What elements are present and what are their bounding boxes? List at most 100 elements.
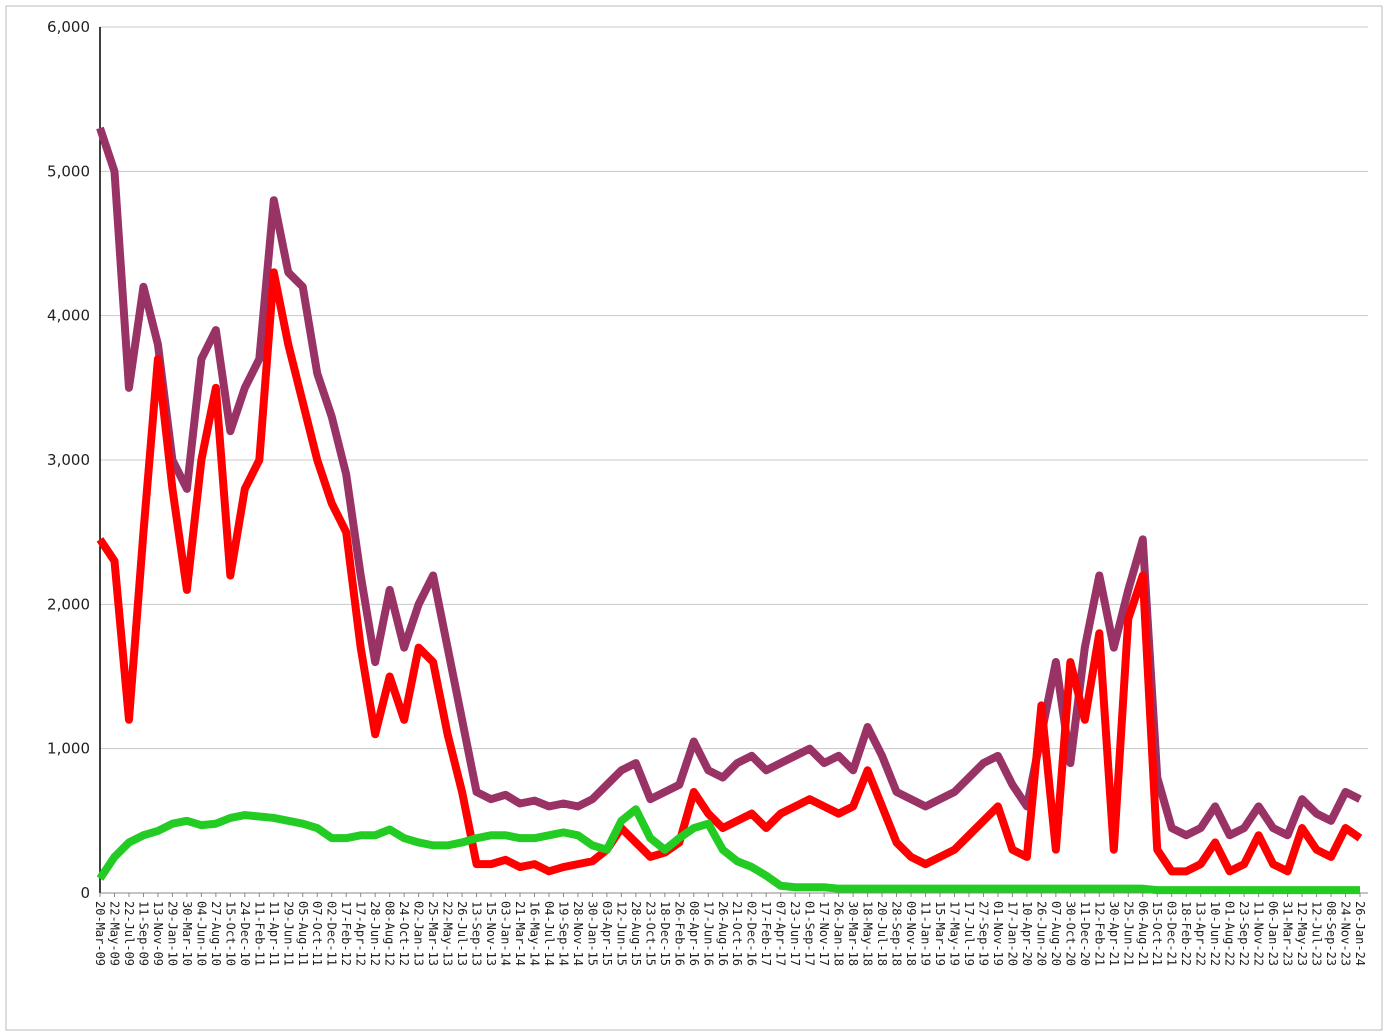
- x-tick-label: 15-Oct-10: [223, 901, 237, 966]
- x-tick-label: 29-Jun-11: [281, 901, 295, 966]
- x-tick-label: 25-Mar-13: [426, 901, 440, 966]
- x-tick-label: 28-Jun-12: [368, 901, 382, 966]
- x-tick-label: 27-Sep-19: [976, 901, 990, 966]
- x-tick-label: 24-Dec-10: [238, 901, 252, 966]
- x-tick-label: 15-Oct-21: [1150, 901, 1164, 966]
- x-tick-label: 28-Aug-15: [629, 901, 643, 966]
- x-tick-label: 11-Jan-19: [919, 901, 933, 966]
- x-tick-label: 28-Nov-14: [571, 901, 585, 966]
- x-tick-label: 23-Sep-22: [1237, 901, 1251, 966]
- x-tick-label: 01-Aug-22: [1223, 901, 1237, 966]
- x-tick-label: 26-Aug-16: [716, 901, 730, 966]
- chart-frame: [5, 5, 1383, 1031]
- y-tick-label: 1,000: [47, 740, 90, 758]
- x-tick-label: 21-Mar-14: [513, 901, 527, 966]
- x-tick-label: 11-Nov-22: [1252, 901, 1266, 966]
- x-tick-label: 17-Nov-17: [817, 901, 831, 966]
- x-tick-label: 18-May-18: [861, 901, 875, 966]
- x-tick-label: 17-Feb-12: [339, 901, 353, 966]
- x-tick-label: 26-Jan-18: [832, 901, 846, 966]
- x-tick-label: 25-Jun-21: [1121, 901, 1135, 966]
- x-tick-label: 01-Sep-17: [803, 901, 817, 966]
- x-tick-label: 11-Feb-11: [252, 901, 266, 966]
- x-tick-label: 09-Nov-18: [904, 901, 918, 966]
- x-tick-label: 10-Apr-20: [1020, 901, 1034, 966]
- x-tick-label: 20-Jul-18: [875, 901, 889, 966]
- x-tick-label: 17-May-19: [947, 901, 961, 966]
- x-tick-label: 08-Sep-23: [1324, 901, 1338, 966]
- x-tick-label: 07-Apr-17: [774, 901, 788, 966]
- x-tick-label: 26-Feb-16: [672, 901, 686, 966]
- x-tick-label: 17-Jul-19: [962, 901, 976, 966]
- x-tick-label: 21-Oct-16: [730, 901, 744, 966]
- x-tick-label: 11-Dec-20: [1078, 901, 1092, 966]
- x-tick-label: 12-Jul-23: [1310, 901, 1324, 966]
- x-tick-label: 02-Dec-16: [745, 901, 759, 966]
- x-tick-label: 28-Sep-18: [890, 901, 904, 966]
- x-tick-label: 18-Feb-22: [1179, 901, 1193, 966]
- y-tick-label: 2,000: [47, 595, 90, 613]
- x-tick-label: 30-Oct-20: [1063, 901, 1077, 966]
- x-tick-label: 06-Aug-21: [1136, 901, 1150, 966]
- x-tick-label: 23-Jun-17: [788, 901, 802, 966]
- x-tick-label: 04-Jun-10: [194, 901, 208, 966]
- x-tick-label: 11-Apr-11: [267, 901, 281, 966]
- x-tick-label: 17-Jan-20: [1005, 901, 1019, 966]
- y-tick-label: 4,000: [47, 307, 90, 325]
- x-tick-label: 08-Apr-16: [687, 901, 701, 966]
- y-tick-label: 0: [80, 884, 90, 902]
- x-tick-label: 03-Jan-14: [499, 901, 513, 966]
- x-tick-label: 03-Apr-15: [600, 901, 614, 966]
- x-tick-label: 02-Dec-11: [325, 901, 339, 966]
- y-tick-label: 5,000: [47, 162, 90, 180]
- x-tick-label: 12-Feb-21: [1092, 901, 1106, 966]
- x-tick-label: 30-Apr-21: [1107, 901, 1121, 966]
- x-tick-label: 27-Aug-10: [209, 901, 223, 966]
- x-tick-label: 29-Jan-10: [165, 901, 179, 966]
- x-tick-label: 11-Sep-09: [136, 901, 150, 966]
- x-tick-label: 22-Jul-09: [122, 901, 136, 966]
- x-tick-label: 17-Jun-16: [701, 901, 715, 966]
- x-tick-label: 30-Mar-18: [846, 901, 860, 966]
- y-tick-label: 3,000: [47, 451, 90, 469]
- y-tick-label: 6,000: [47, 18, 90, 36]
- x-tick-label: 01-Nov-19: [991, 901, 1005, 966]
- x-tick-label: 22-May-13: [441, 901, 455, 966]
- x-tick-label: 19-Sep-14: [556, 901, 570, 966]
- x-tick-label: 05-Aug-11: [296, 901, 310, 966]
- x-tick-label: 24-Oct-12: [397, 901, 411, 966]
- x-tick-label: 02-Jan-13: [412, 901, 426, 966]
- x-tick-label: 22-May-09: [107, 901, 121, 966]
- x-tick-label: 15-Nov-13: [484, 901, 498, 966]
- data-line: [96, 805, 1360, 895]
- x-tick-label: 08-Aug-12: [383, 901, 397, 966]
- data-line: [96, 268, 1363, 876]
- x-tick-label: 06-Jan-23: [1266, 901, 1280, 966]
- x-tick-label: 12-Jun-15: [614, 901, 628, 966]
- x-tick-label: 26-Jul-13: [455, 901, 469, 966]
- x-tick-label: 18-Dec-15: [658, 901, 672, 966]
- x-tick-label: 13-Sep-13: [470, 901, 484, 966]
- x-tick-label: 13-Nov-09: [151, 901, 165, 966]
- x-tick-label: 30-Jan-15: [585, 901, 599, 966]
- x-tick-label: 16-May-14: [527, 901, 541, 966]
- x-tick-label: 15-Mar-19: [933, 901, 947, 966]
- x-tick-label: 07-Aug-20: [1049, 901, 1063, 966]
- x-tick-label: 24-Nov-23: [1339, 901, 1353, 966]
- x-tick-label: 26-Jan-24: [1353, 901, 1367, 966]
- x-tick-label: 07-Oct-11: [310, 901, 324, 966]
- x-tick-label: 30-Mar-10: [180, 901, 194, 966]
- x-tick-label: 04-Jul-14: [542, 901, 556, 966]
- x-tick-label: 17-Feb-17: [759, 901, 773, 966]
- x-tick-label: 17-Apr-12: [354, 901, 368, 966]
- x-tick-label: 10-Jun-22: [1208, 901, 1222, 966]
- x-tick-label: 03-Dec-21: [1165, 901, 1179, 966]
- x-tick-label: 23-Oct-15: [643, 901, 657, 966]
- x-tick-label: 12-May-23: [1295, 901, 1309, 966]
- x-tick-label: 31-Mar-23: [1281, 901, 1295, 966]
- x-tick-label: 13-Apr-22: [1194, 901, 1208, 966]
- x-tick-label: 20-Mar-09: [93, 901, 107, 966]
- x-tick-label: 26-Jun-20: [1034, 901, 1048, 966]
